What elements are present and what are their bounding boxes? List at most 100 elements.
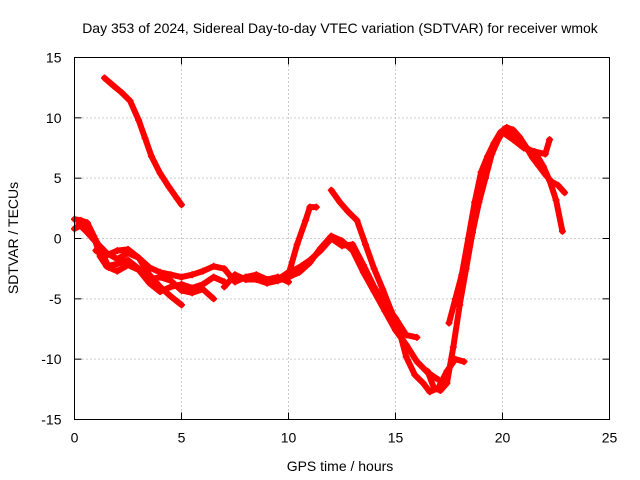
data-point <box>426 388 434 396</box>
data-point <box>387 307 395 315</box>
data-point <box>231 278 239 286</box>
data-point <box>109 81 117 89</box>
data-point <box>220 283 228 291</box>
x-tick-label: 0 <box>71 430 79 446</box>
data-point <box>458 271 466 279</box>
data-point <box>178 286 185 294</box>
data-point <box>156 169 164 177</box>
data-point <box>148 152 155 160</box>
data-point <box>561 189 569 197</box>
data-point <box>92 247 100 255</box>
data-point <box>135 254 143 262</box>
data-point <box>445 319 453 327</box>
data-point <box>156 268 164 276</box>
data-point <box>424 367 432 375</box>
data-point <box>156 283 164 291</box>
data-point <box>124 261 132 269</box>
data-point <box>430 384 438 392</box>
data-point <box>165 183 173 191</box>
data-point <box>535 162 543 170</box>
y-tick-label: 15 <box>46 50 62 66</box>
data-point <box>419 379 427 387</box>
series-track-e <box>101 75 185 208</box>
data-point <box>242 276 250 283</box>
data-point <box>516 133 524 141</box>
series-track-k <box>446 124 568 326</box>
data-point <box>484 152 491 160</box>
grid-lines <box>74 57 610 420</box>
data-point <box>135 266 143 274</box>
data-point <box>113 247 121 255</box>
data-point <box>252 276 260 283</box>
data-point <box>541 150 549 158</box>
data-point <box>359 261 367 269</box>
data-point <box>460 358 468 366</box>
data-point <box>336 198 344 206</box>
data-point <box>558 227 566 235</box>
series-track-l-markers <box>499 128 554 158</box>
series-track-i-markers <box>327 186 468 396</box>
data-point <box>118 89 126 96</box>
data-point <box>145 279 153 287</box>
data-point <box>210 262 218 270</box>
data-point <box>499 128 506 136</box>
data-point <box>456 301 464 309</box>
data-point <box>541 171 549 178</box>
data-point <box>263 279 271 287</box>
data-point <box>552 196 560 204</box>
x-tick-label: 10 <box>281 430 297 446</box>
data-point <box>306 256 314 264</box>
data-point <box>379 285 387 293</box>
data-point <box>103 251 111 259</box>
data-point <box>199 280 207 288</box>
data-point <box>285 271 292 279</box>
data-point <box>83 229 91 236</box>
x-tick-label: 20 <box>495 430 511 446</box>
data-point <box>554 181 562 189</box>
series-track-e-markers <box>101 74 185 209</box>
series-track-i <box>328 187 467 395</box>
data-point <box>173 195 181 203</box>
series-track-k-markers <box>445 124 569 327</box>
data-point <box>370 265 378 273</box>
data-point <box>443 379 451 387</box>
data-point <box>520 144 528 152</box>
data-point <box>220 265 228 273</box>
data-point <box>449 343 457 351</box>
data-point <box>312 203 320 211</box>
x-axis-label: GPS time / hours <box>287 458 394 474</box>
data-point <box>436 387 444 394</box>
data-point <box>338 242 346 250</box>
x-tick-label: 5 <box>178 430 186 446</box>
data-point <box>396 329 404 337</box>
data-point <box>178 280 185 288</box>
chart-title: Day 353 of 2024, Sidereal Day-to-day VTE… <box>82 20 599 36</box>
data-point <box>509 136 517 144</box>
series-track-h-markers <box>285 203 320 279</box>
data-point <box>274 276 282 283</box>
data-point <box>402 331 410 339</box>
data-point <box>362 241 369 248</box>
data-series <box>71 74 569 396</box>
data-point <box>477 168 485 176</box>
data-point <box>210 295 218 303</box>
data-point <box>167 283 175 291</box>
data-point <box>135 116 143 124</box>
data-point <box>167 292 175 300</box>
data-point <box>317 247 325 255</box>
data-point <box>413 358 421 366</box>
data-point <box>529 154 536 162</box>
y-tick-label: -10 <box>41 351 61 367</box>
data-point <box>327 186 335 194</box>
data-point <box>471 198 479 206</box>
y-tick-label: -15 <box>41 412 61 428</box>
data-point <box>167 271 175 279</box>
data-point <box>101 74 108 82</box>
data-point <box>145 264 153 271</box>
data-point <box>188 271 196 279</box>
data-point <box>344 208 352 216</box>
y-tick-label: 0 <box>54 231 62 247</box>
y-tick-label: -5 <box>49 291 62 307</box>
data-point <box>293 241 301 248</box>
